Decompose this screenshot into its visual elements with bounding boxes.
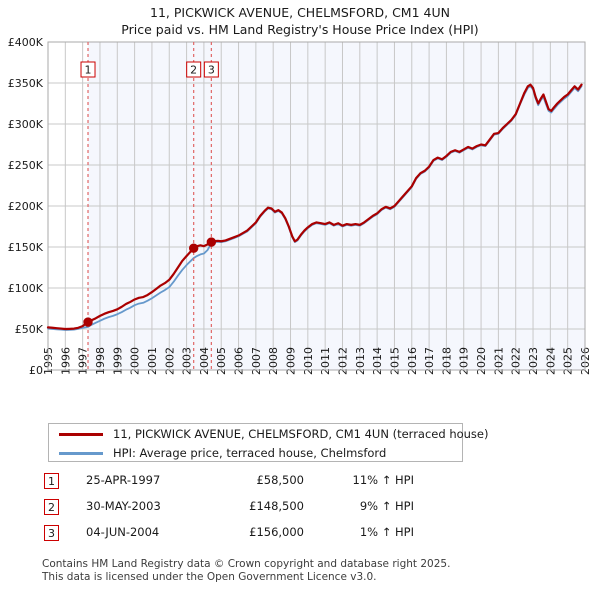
legend-item-price-paid: 11, PICKWICK AVENUE, CHELMSFORD, CM1 4UN… [49,425,489,443]
svg-text:2010: 2010 [302,347,315,375]
page-title: 11, PICKWICK AVENUE, CHELMSFORD, CM1 4UN… [0,4,600,38]
svg-text:1997: 1997 [77,347,90,375]
chart-marker-3: 3 [203,61,219,78]
footer-licence: This data is licensed under the Open Gov… [42,571,377,583]
svg-text:2007: 2007 [250,347,263,375]
svg-text:2008: 2008 [267,347,280,375]
svg-text:2014: 2014 [371,347,384,375]
chart-marker-1: 1 [80,61,96,78]
svg-text:3: 3 [208,64,215,77]
svg-text:2020: 2020 [475,347,488,375]
legend-item-hpi: HPI: Average price, terraced house, Chel… [49,444,462,462]
svg-text:£200K: £200K [8,200,44,213]
svg-text:1: 1 [85,64,92,77]
legend-swatch-price-paid [59,432,103,436]
svg-text:2016: 2016 [406,347,419,375]
svg-text:2003: 2003 [181,347,194,375]
svg-text:2013: 2013 [354,347,367,375]
svg-text:2009: 2009 [285,347,298,375]
svg-text:£300K: £300K [8,118,44,131]
svg-text:2012: 2012 [336,347,349,375]
transaction-price-1: £58,500 [256,473,304,487]
transaction-badge-2: 2 [44,499,59,515]
svg-text:1998: 1998 [94,347,107,375]
transaction-badge-1: 1 [44,473,59,489]
footer-copyright: Contains HM Land Registry data © Crown c… [42,558,451,570]
svg-text:2022: 2022 [510,347,523,375]
svg-text:1996: 1996 [59,347,72,375]
transaction-price-3: £156,000 [249,525,304,539]
table-row: 1 25-APR-1997 £58,500 11% ↑ HPI [44,472,464,498]
chart-legend: 11, PICKWICK AVENUE, CHELMSFORD, CM1 4UN… [48,423,489,462]
svg-text:1999: 1999 [111,347,124,375]
chart-title: 11, PICKWICK AVENUE, CHELMSFORD, CM1 4UN [150,5,450,20]
legend-label-price-paid: 11, PICKWICK AVENUE, CHELMSFORD, CM1 4UN… [113,427,489,441]
svg-text:£100K: £100K [8,282,44,295]
transaction-hpi-delta-1: 11% ↑ HPI [352,473,414,487]
svg-text:£400K: £400K [8,36,44,49]
transaction-date-1: 25-APR-1997 [86,473,161,487]
svg-text:2025: 2025 [562,347,575,375]
svg-text:2004: 2004 [198,347,211,375]
svg-text:£150K: £150K [8,241,44,254]
svg-text:2006: 2006 [233,347,246,375]
legend-swatch-hpi [59,451,103,455]
transaction-hpi-delta-3: 1% ↑ HPI [359,525,414,539]
chart-marker-2: 2 [186,61,202,78]
transaction-date-2: 30-MAY-2003 [86,499,161,513]
svg-text:2019: 2019 [458,347,471,375]
price-history-chart: £0 £50K £100K £150K £200K £250K £300K £350K £400… [8,36,592,377]
svg-text:2005: 2005 [215,347,228,375]
svg-text:2023: 2023 [527,347,540,375]
svg-text:2002: 2002 [163,347,176,375]
transaction-hpi-delta-2: 9% ↑ HPI [359,499,414,513]
svg-text:2: 2 [190,64,197,77]
svg-text:2011: 2011 [319,347,332,375]
attribution-footer: Contains HM Land Registry data © Crown c… [42,558,582,584]
svg-text:£350K: £350K [8,77,44,90]
svg-text:2018: 2018 [440,347,453,375]
transactions-table: 1 25-APR-1997 £58,500 11% ↑ HPI 2 30-MAY… [44,472,464,550]
svg-text:2000: 2000 [129,347,142,375]
svg-text:£50K: £50K [15,323,44,336]
table-row: 2 30-MAY-2003 £148,500 9% ↑ HPI [44,498,464,524]
svg-text:2021: 2021 [492,347,505,375]
svg-text:£0: £0 [29,364,43,377]
chart-subtitle: Price paid vs. HM Land Registry's House … [121,22,479,37]
transaction-badge-3: 3 [44,525,59,541]
svg-text:2024: 2024 [544,347,557,375]
svg-text:2017: 2017 [423,347,436,375]
legend-label-hpi: HPI: Average price, terraced house, Chel… [113,446,387,460]
transaction-date-3: 04-JUN-2004 [86,525,160,539]
transaction-price-2: £148,500 [249,499,304,513]
table-row: 3 04-JUN-2004 £156,000 1% ↑ HPI [44,524,464,550]
svg-text:£250K: £250K [8,159,44,172]
svg-text:2001: 2001 [146,347,159,375]
svg-text:2015: 2015 [388,347,401,375]
